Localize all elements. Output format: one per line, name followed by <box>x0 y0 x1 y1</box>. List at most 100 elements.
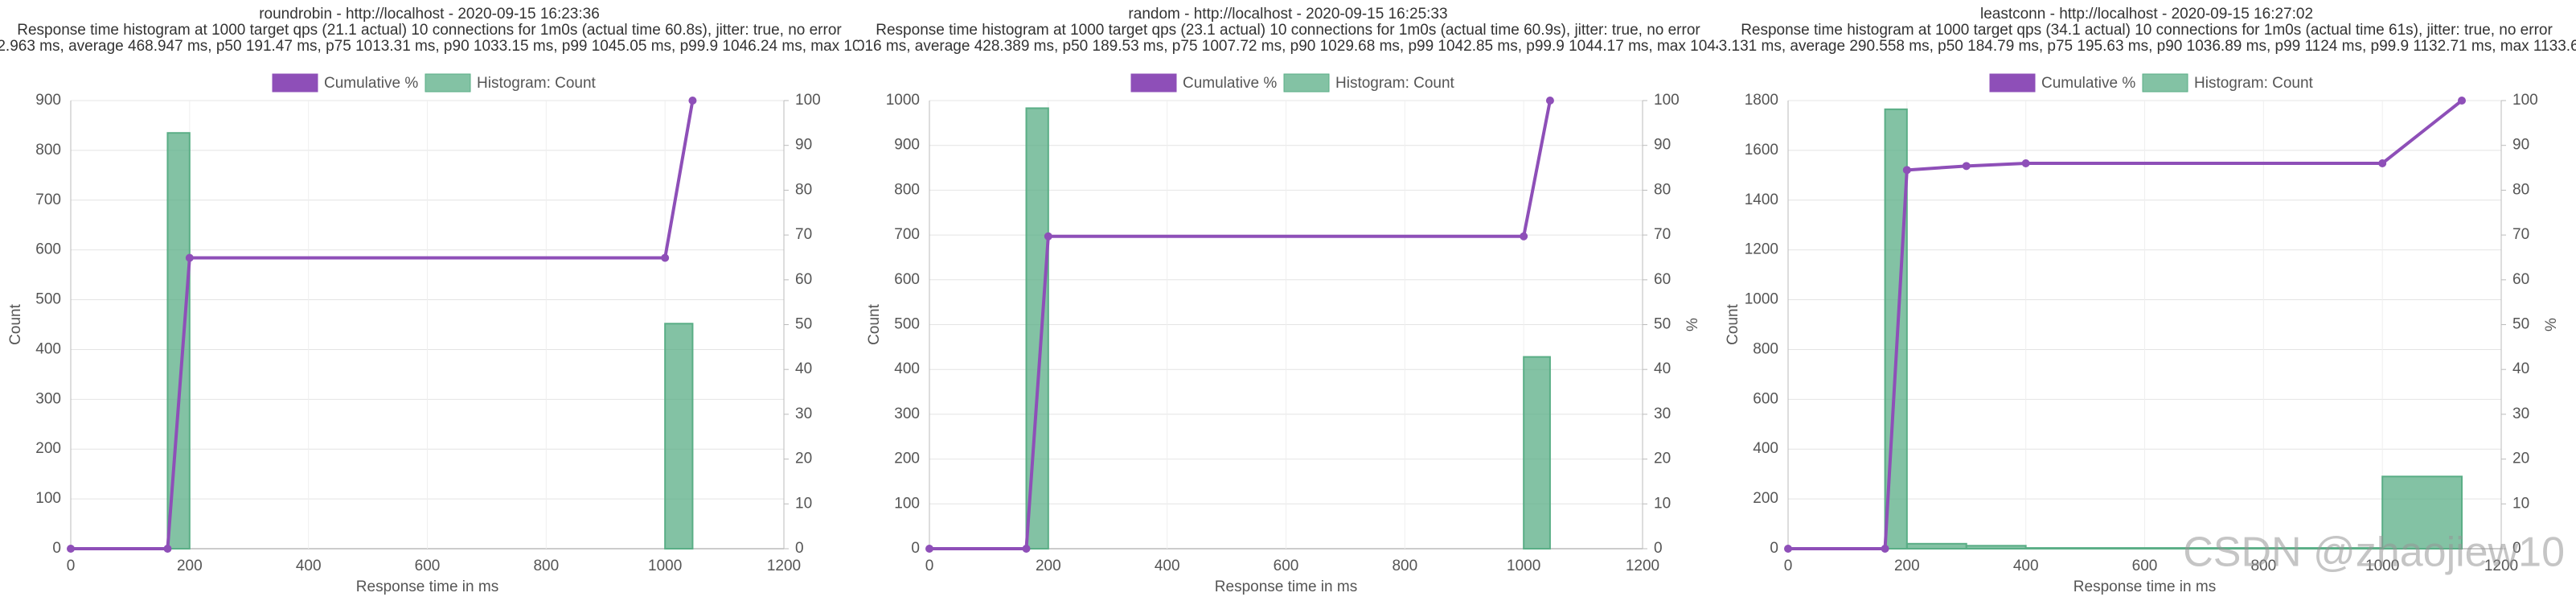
x-tick-label: 600 <box>1274 558 1299 574</box>
y2-tick-label: 70 <box>795 226 812 243</box>
legend-label: Cumulative % <box>2041 75 2135 92</box>
legend-swatch <box>272 73 318 93</box>
y-tick-label: 1800 <box>1745 92 1778 109</box>
legend-label: Cumulative % <box>324 75 418 92</box>
y2-tick-label: 50 <box>1654 316 1671 333</box>
x-tick-label: 800 <box>2250 558 2276 574</box>
y2-tick-label: 90 <box>795 137 812 154</box>
x-axis-label: Response time in ms <box>356 578 498 595</box>
x-tick-label: 400 <box>1155 558 1180 574</box>
x-tick-label: 400 <box>2013 558 2039 574</box>
y-tick-label: 800 <box>894 181 920 198</box>
legend-swatch <box>425 73 471 93</box>
line-point <box>1044 232 1052 241</box>
line-point <box>688 97 697 105</box>
y-tick-label: 500 <box>894 316 920 333</box>
line-point <box>1784 545 1792 553</box>
y-tick-label: 1600 <box>1745 142 1778 158</box>
y2-tick-label: 100 <box>1654 92 1680 109</box>
x-tick-label: 0 <box>1784 558 1793 574</box>
watermark: CSDN @zhaojiew10 <box>2183 529 2565 576</box>
y-tick-label: 0 <box>1770 540 1778 557</box>
legend-label: Histogram: Count <box>2194 75 2314 92</box>
y2-tick-label: 50 <box>2512 316 2529 333</box>
y-tick-label: 1000 <box>886 92 920 109</box>
legend-label: Cumulative % <box>1183 75 1277 92</box>
y-tick-label: 600 <box>1753 390 1778 407</box>
line-point <box>925 545 933 553</box>
line-point <box>1545 97 1554 105</box>
y2-tick-label: 30 <box>2512 405 2529 422</box>
chart-subtitle: min 163.016 ms, average 428.389 ms, p50 … <box>798 38 1778 55</box>
legend-label: Histogram: Count <box>477 75 597 92</box>
chart-subtitle: Response time histogram at 1000 target q… <box>876 22 1700 39</box>
line-point <box>163 545 172 553</box>
y-tick-label: 300 <box>35 390 61 407</box>
line-point <box>1022 545 1031 553</box>
line-point <box>661 253 670 262</box>
chart-panel: random - http://localhost - 2020-09-15 1… <box>798 6 1778 595</box>
y-axis-label: Count <box>866 303 883 344</box>
line-point <box>1902 166 1911 175</box>
y2-tick-label: 90 <box>2512 137 2529 154</box>
chart-panel: roundrobin - http://localhost - 2020-09-… <box>0 6 908 595</box>
y-tick-label: 400 <box>1753 440 1778 457</box>
chart-subtitle: Response time histogram at 1000 target q… <box>17 22 842 39</box>
y2-tick-label: 70 <box>1654 226 1671 243</box>
x-tick-label: 1000 <box>648 558 682 574</box>
line-point <box>2378 158 2387 167</box>
y2-tick-label: 80 <box>1654 181 1671 198</box>
cumulative-line <box>71 100 695 550</box>
line-point <box>185 253 194 262</box>
histogram-bar <box>2381 475 2463 550</box>
x-tick-label: 600 <box>2132 558 2158 574</box>
legend-label: Histogram: Count <box>1335 75 1455 92</box>
y-tick-label: 800 <box>35 142 61 158</box>
y-tick-label: 0 <box>911 540 920 557</box>
y2-tick-label: 90 <box>1654 137 1671 154</box>
y2-axis-label: % <box>1684 318 1701 331</box>
line-point <box>1520 232 1528 241</box>
y-tick-label: 1400 <box>1745 191 1778 208</box>
x-tick-label: 600 <box>415 558 441 574</box>
y-tick-label: 700 <box>894 226 920 243</box>
y-axis-label: Count <box>1725 303 1741 344</box>
y-tick-label: 600 <box>35 241 61 258</box>
y-tick-label: 700 <box>35 191 61 208</box>
y2-tick-label: 50 <box>795 316 812 333</box>
x-tick-label: 1200 <box>2484 558 2518 574</box>
chart-subtitle: Response time histogram at 1000 target q… <box>1741 22 2553 39</box>
chart-subtitle: min 163.131 ms, average 290.558 ms, p50 … <box>1673 38 2576 55</box>
histogram-bar <box>664 323 694 550</box>
x-tick-label: 1200 <box>767 558 801 574</box>
y-tick-label: 400 <box>894 360 920 377</box>
x-axis-label: Response time in ms <box>1215 578 1357 595</box>
x-tick-label: 800 <box>533 558 559 574</box>
y-tick-label: 0 <box>52 540 61 557</box>
y2-tick-label: 70 <box>2512 226 2529 243</box>
x-tick-label: 800 <box>1392 558 1417 574</box>
y-tick-label: 200 <box>894 451 920 467</box>
y-tick-label: 200 <box>35 440 61 457</box>
line-point <box>1962 162 1971 171</box>
line-point <box>1881 545 1889 553</box>
x-tick-label: 400 <box>296 558 322 574</box>
chart-title: random - http://localhost - 2020-09-15 1… <box>1128 6 1447 23</box>
y2-tick-label: 60 <box>2512 271 2529 288</box>
y2-tick-label: 20 <box>2512 451 2529 467</box>
chart-title: roundrobin - http://localhost - 2020-09-… <box>259 6 600 23</box>
y2-tick-label: 100 <box>795 92 821 109</box>
histogram-bar <box>1905 542 1967 550</box>
chart-subtitle: min 162.963 ms, average 468.947 ms, p50 … <box>0 38 908 55</box>
y-tick-label: 300 <box>894 405 920 422</box>
x-tick-label: 0 <box>925 558 934 574</box>
line-point <box>2021 158 2030 167</box>
y2-tick-label: 40 <box>795 360 812 377</box>
x-tick-label: 200 <box>1894 558 1920 574</box>
y2-tick-label: 60 <box>1654 271 1671 288</box>
y-tick-label: 100 <box>894 495 920 512</box>
legend-swatch <box>2142 73 2188 93</box>
chart-title: leastconn - http://localhost - 2020-09-1… <box>1980 6 2313 23</box>
y-tick-label: 600 <box>894 271 920 288</box>
y-tick-label: 1200 <box>1745 241 1778 258</box>
